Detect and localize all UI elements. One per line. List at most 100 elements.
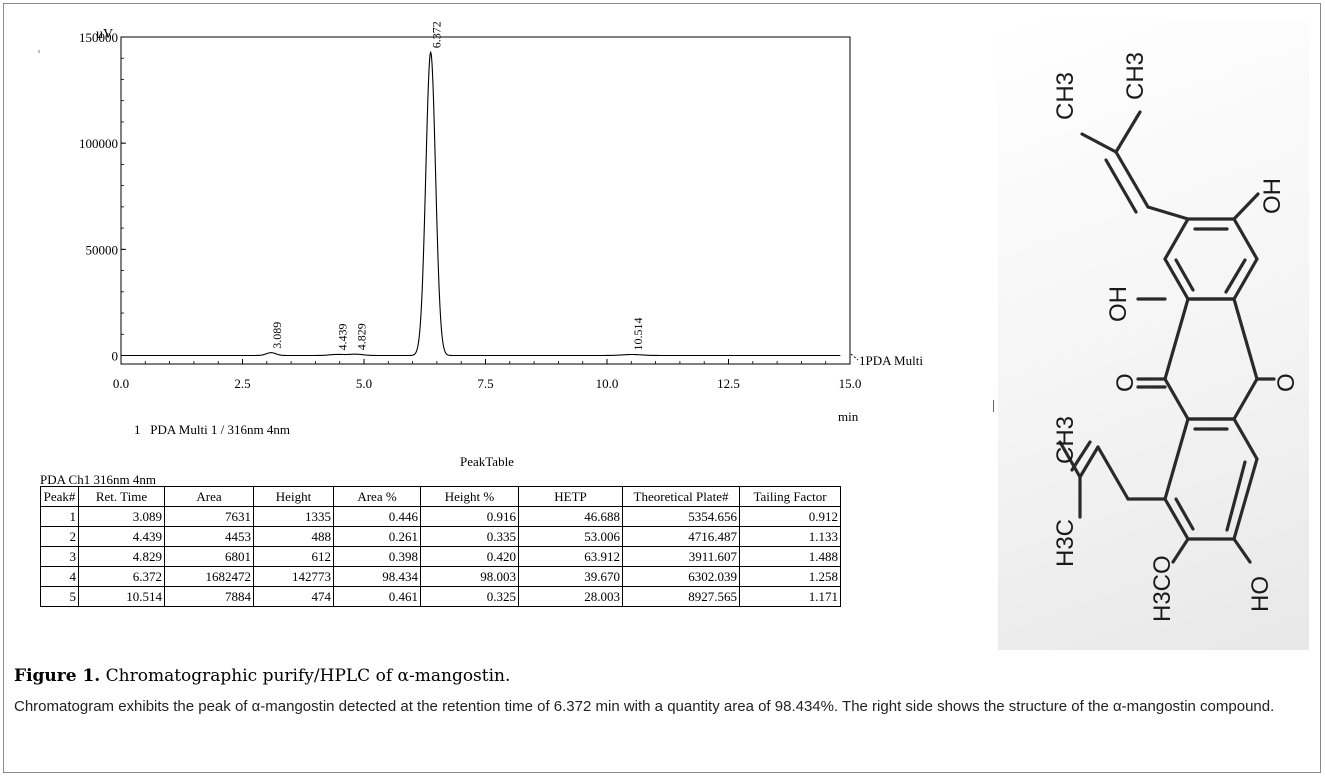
oh-bond bbox=[1232, 537, 1252, 564]
ring-bottom bbox=[1163, 417, 1259, 541]
oh-bond bbox=[1232, 192, 1260, 221]
table-cell: 0.398 bbox=[333, 546, 421, 567]
atom-ch3-a: CH3 bbox=[1052, 72, 1079, 120]
atom-o-carbonyl: O bbox=[1112, 373, 1139, 392]
stray-mark bbox=[993, 400, 994, 412]
methyl-bond bbox=[1114, 110, 1142, 154]
prenyl-double-bond bbox=[1078, 445, 1100, 479]
table-cell: 63.912 bbox=[518, 546, 623, 567]
x-tick-label: 12.5 bbox=[717, 376, 740, 391]
atom-h3co: H3CO bbox=[1149, 555, 1176, 622]
table-cell: 1335 bbox=[253, 506, 334, 527]
chromatogram-trace bbox=[123, 50, 841, 357]
table-cell: 3.089 bbox=[78, 506, 165, 527]
double-bond bbox=[1174, 258, 1195, 292]
table-row: 3 4.829 6801 612 0.398 0.420 63.912 3911.607 1.4… bbox=[40, 546, 841, 567]
peak-table-title: PeakTable bbox=[460, 454, 514, 469]
table-cell: 0.420 bbox=[420, 546, 519, 567]
table-cell: 474 bbox=[253, 586, 334, 607]
peak-labels: 3.089 4.439 4.829 6.372 10.514 bbox=[270, 21, 645, 350]
ome-bond bbox=[1171, 537, 1190, 564]
caption-label: Figure 1. bbox=[14, 666, 101, 686]
col-area: Area bbox=[164, 486, 254, 507]
table-cell: 488 bbox=[253, 526, 334, 547]
table-cell: 0.912 bbox=[739, 506, 841, 527]
col-tailing-factor: Tailing Factor bbox=[739, 486, 841, 507]
table-cell: 142773 bbox=[253, 566, 334, 587]
table-cell: 0.261 bbox=[333, 526, 421, 547]
atom-oh-mid: OH bbox=[1105, 286, 1132, 322]
table-cell: 98.003 bbox=[420, 566, 519, 587]
table-cell: 4 bbox=[40, 566, 79, 587]
methyl-bond bbox=[1080, 132, 1118, 154]
figure-frame bbox=[3, 3, 1321, 773]
chart-legend: 1 PDA Multi 1 / 316nm 4nm bbox=[134, 422, 290, 437]
chart-axes bbox=[120, 36, 851, 365]
peak-label: 10.514 bbox=[631, 318, 645, 351]
table-cell: 6801 bbox=[164, 546, 254, 567]
peak-table: Peak# Ret. Time Area Height Area % Heigh… bbox=[40, 486, 841, 607]
table-cell: 6.372 bbox=[78, 566, 165, 587]
table-cell: 28.003 bbox=[518, 586, 623, 607]
atom-h3c: H3C bbox=[1052, 519, 1079, 567]
structure-panel: CH3 CH3 OH OH O O CH3 H3C H3CO HO bbox=[998, 22, 1309, 650]
atom-ho: HO bbox=[1247, 576, 1274, 612]
table-row: 5 10.514 7884 474 0.461 0.325 28.003 8927.565 1.… bbox=[40, 586, 841, 607]
structure-bonds bbox=[1058, 110, 1276, 564]
table-cell: 1 bbox=[40, 506, 79, 527]
peak-label: 4.829 bbox=[355, 323, 369, 350]
table-cell: 46.688 bbox=[518, 506, 623, 527]
x-tick-label: 0.0 bbox=[113, 376, 129, 391]
table-row: 2 4.439 4453 488 0.261 0.335 53.006 4716.487 1.1… bbox=[40, 526, 841, 547]
table-cell: 5354.656 bbox=[622, 506, 740, 527]
y-tick-label: 0 bbox=[112, 349, 119, 364]
minor-ticks bbox=[120, 36, 851, 364]
x-tick-label: 10.0 bbox=[596, 376, 619, 391]
col-height-pct: Height % bbox=[420, 486, 519, 507]
table-cell: 39.670 bbox=[518, 566, 623, 587]
ring-top bbox=[1163, 217, 1259, 301]
trace-label-leader bbox=[850, 353, 859, 361]
table-cell: 7631 bbox=[164, 506, 254, 527]
x-tick-label: 5.0 bbox=[356, 376, 372, 391]
peak-label: 4.439 bbox=[336, 324, 350, 351]
table-cell: 0.916 bbox=[420, 506, 519, 527]
table-cell: 4716.487 bbox=[622, 526, 740, 547]
table-cell: 0.461 bbox=[333, 586, 421, 607]
table-cell: 5 bbox=[40, 586, 79, 607]
atom-ch3-b: CH3 bbox=[1122, 52, 1149, 100]
x-ticks: 0.0 2.5 5.0 7.5 10.0 12.5 15.0 bbox=[113, 359, 862, 391]
table-cell: 1.171 bbox=[739, 586, 841, 607]
y-tick-label: 150000 bbox=[79, 30, 118, 45]
table-cell: 6302.039 bbox=[622, 566, 740, 587]
col-hetp: HETP bbox=[518, 486, 623, 507]
chromatogram: 0.0 2.5 5.0 7.5 10.0 12.5 15.0 0 50000 100000 150… bbox=[79, 21, 923, 437]
table-cell: 1.133 bbox=[739, 526, 841, 547]
table-cell: 98.434 bbox=[333, 566, 421, 587]
atom-oh-top: OH bbox=[1259, 178, 1286, 214]
methyl-bond bbox=[1058, 440, 1082, 479]
double-bond bbox=[1225, 460, 1247, 532]
col-theoretical-plate: Theoretical Plate# bbox=[622, 486, 740, 507]
col-peak: Peak# bbox=[40, 486, 79, 507]
trace-label: 1PDA Multi bbox=[859, 353, 923, 368]
col-height: Height bbox=[253, 486, 334, 507]
x-tick-label: 15.0 bbox=[839, 376, 862, 391]
peak-table-header-row: Peak# Ret. Time Area Height Area % Heigh… bbox=[40, 486, 841, 507]
x-tick-label: 2.5 bbox=[234, 376, 250, 391]
alpha-mangostin-structure: CH3 CH3 OH OH O O CH3 H3C H3CO HO bbox=[1052, 52, 1300, 622]
caption-description: Chromatogram exhibits the peak of α-mang… bbox=[14, 698, 1275, 715]
caption-heading: Figure 1. Chromatographic purify/HPLC of… bbox=[14, 666, 1304, 686]
double-bond bbox=[1224, 258, 1247, 294]
prenyl-bond bbox=[1114, 150, 1150, 209]
atom-ch3-c: CH3 bbox=[1052, 416, 1079, 464]
y-tick-label: 50000 bbox=[86, 242, 119, 257]
double-bond bbox=[1174, 497, 1195, 531]
x-unit-label: min bbox=[838, 409, 859, 424]
table-cell: 4453 bbox=[164, 526, 254, 547]
peak-table-body: 1 3.089 7631 1335 0.446 0.916 46.688 5354.656 0.… bbox=[40, 506, 841, 607]
table-cell: 3911.607 bbox=[622, 546, 740, 567]
figure-caption: Figure 1. Chromatographic purify/HPLC of… bbox=[14, 666, 1304, 717]
ring-middle bbox=[1163, 297, 1259, 421]
y-ticks: 0 50000 100000 150000 bbox=[79, 30, 126, 364]
